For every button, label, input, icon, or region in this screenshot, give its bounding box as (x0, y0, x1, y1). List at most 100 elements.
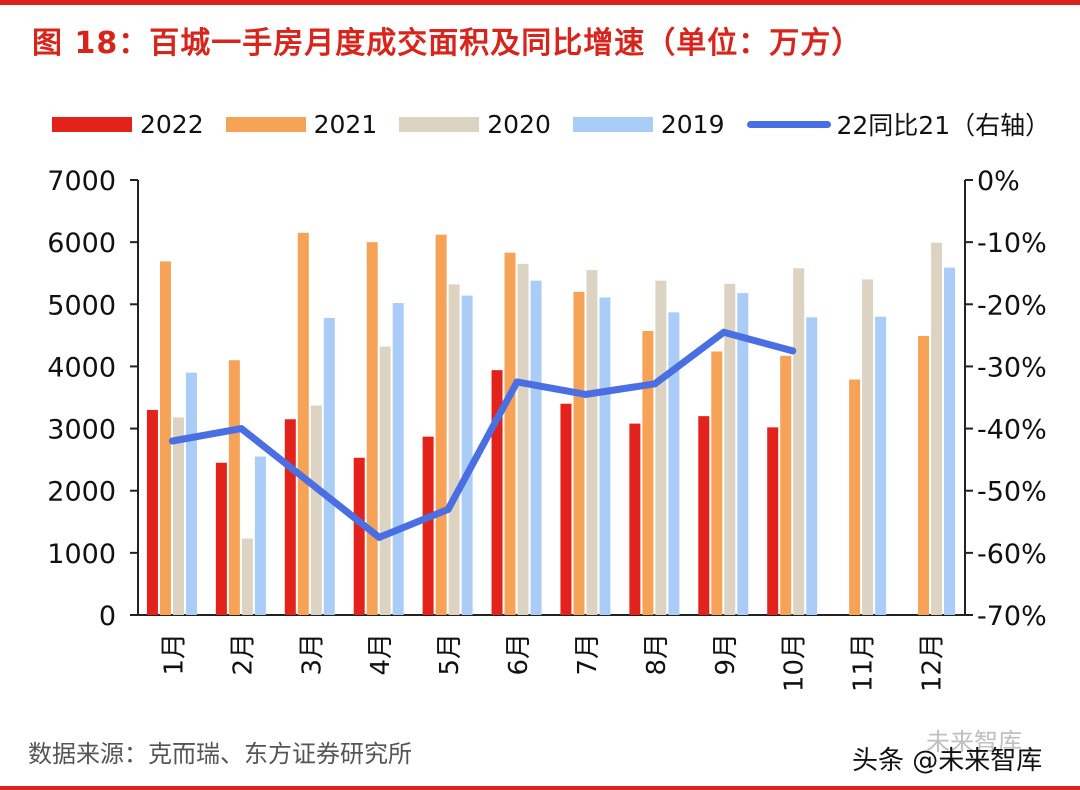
legend-swatch-2022 (52, 116, 132, 132)
bar-2021-9月 (711, 351, 723, 615)
legend-label-2021: 2021 (313, 109, 378, 139)
x-tick-label: 10月 (780, 633, 810, 692)
bar-2021-10月 (780, 355, 792, 615)
bar-2021-8月 (642, 331, 654, 615)
right-tick-label: -40% (977, 415, 1047, 446)
left-tick-label: 2000 (47, 477, 116, 508)
bar-2019-10月 (806, 317, 818, 615)
bar-2020-8月 (655, 280, 667, 615)
legend-item-2020: 2020 (399, 110, 551, 139)
x-tick-label: 11月 (849, 633, 879, 692)
right-tick-label: 0% (977, 166, 1020, 197)
bar-2021-1月 (159, 261, 171, 615)
bar-2020-4月 (379, 346, 391, 615)
watermark-top: 未来智库 (926, 728, 1022, 756)
x-tick-label: 9月 (711, 633, 741, 676)
legend: 2022 2021 2020 2019 22同比21（右轴） (52, 104, 1072, 144)
source-note: 数据来源：克而瑞、东方证券研究所 (28, 740, 412, 768)
bar-2019-6月 (530, 280, 542, 615)
right-tick-label: -60% (977, 539, 1047, 570)
bar-2019-12月 (944, 267, 956, 615)
x-tick-label: 3月 (297, 633, 327, 676)
left-tick-label: 3000 (47, 415, 116, 446)
bar-2021-12月 (918, 335, 930, 615)
yoy-point-10月 (789, 347, 797, 355)
bar-2020-12月 (931, 242, 943, 615)
legend-label-2019: 2019 (660, 109, 725, 139)
bar-2019-9月 (737, 293, 749, 615)
bar-2020-11月 (862, 279, 874, 615)
legend-swatch-2020 (399, 116, 480, 132)
right-tick-label: -70% (977, 601, 1047, 632)
legend-item-2022: 2022 (52, 110, 204, 139)
bar-2021-11月 (849, 379, 861, 615)
right-tick-label: -30% (977, 352, 1047, 383)
legend-item-2019: 2019 (572, 109, 725, 139)
bar-2021-6月 (504, 252, 516, 615)
yoy-point-7月 (582, 390, 590, 398)
bar-2019-5月 (461, 295, 473, 615)
yoy-point-2月 (237, 425, 245, 433)
bar-2022-6月 (491, 370, 503, 615)
legend-label-yoy: 22同比21（右轴） (836, 111, 1051, 140)
chart-title: 图 18：百城一手房月度成交面积及同比增速（单位：万方） (32, 26, 863, 61)
bar-2020-7月 (586, 270, 598, 615)
x-tick-label: 4月 (366, 633, 396, 676)
bar-2022-2月 (215, 462, 227, 615)
legend-label-2020: 2020 (487, 109, 551, 139)
bar-2020-6月 (517, 263, 529, 615)
left-tick-label: 5000 (47, 290, 116, 321)
x-tick-label: 6月 (504, 633, 534, 676)
yoy-point-6月 (513, 378, 521, 386)
x-tick-label: 12月 (918, 633, 948, 692)
bar-2019-8月 (668, 312, 680, 615)
left-tick-label: 0 (99, 601, 116, 632)
legend-swatch-yoy (746, 120, 831, 128)
bar-2020-10月 (793, 268, 805, 615)
legend-item-yoy: 22同比21（右轴） (746, 106, 1051, 142)
left-tick-label: 4000 (47, 352, 116, 383)
bar-2019-1月 (185, 372, 197, 615)
bar-2019-2月 (254, 456, 266, 615)
right-tick-label: -20% (977, 290, 1047, 321)
bar-2019-7月 (599, 297, 611, 615)
yoy-point-8月 (651, 380, 659, 388)
yoy-point-9月 (720, 328, 728, 336)
bar-2022-4月 (353, 457, 365, 615)
bar-2022-9月 (698, 416, 710, 615)
bar-2022-8月 (629, 423, 641, 615)
bar-2019-11月 (875, 316, 887, 615)
bar-2022-5月 (422, 436, 434, 615)
top-rule (0, 0, 1080, 5)
left-tick-label: 6000 (47, 228, 116, 259)
yoy-point-1月 (168, 437, 176, 445)
bar-2022-10月 (767, 427, 779, 615)
bar-2022-1月 (146, 409, 158, 615)
watermark-bottom: 头条 @未来智库 (852, 746, 1043, 776)
yoy-point-5月 (444, 505, 452, 513)
left-tick-label: 7000 (47, 166, 116, 197)
left-tick-label: 1000 (47, 539, 116, 570)
yoy-point-4月 (375, 533, 383, 541)
bar-2019-4月 (392, 303, 404, 615)
bar-2020-1月 (172, 417, 184, 615)
legend-swatch-2019 (572, 116, 653, 132)
x-tick-label: 2月 (228, 633, 258, 676)
bar-2019-3月 (323, 317, 335, 615)
bar-2020-3月 (310, 405, 322, 615)
bar-2021-5月 (435, 234, 447, 615)
bar-2020-5月 (448, 284, 460, 615)
bar-2020-2月 (241, 538, 253, 615)
legend-label-2022: 2022 (140, 109, 204, 139)
legend-item-2021: 2021 (225, 109, 378, 139)
x-tick-label: 5月 (435, 633, 465, 676)
right-tick-label: -50% (977, 477, 1047, 508)
bar-2021-7月 (573, 291, 585, 615)
bar-2021-3月 (297, 232, 309, 616)
bar-2021-4月 (366, 242, 378, 615)
bar-2021-2月 (228, 360, 240, 615)
bar-2022-3月 (284, 419, 296, 615)
bar-2022-7月 (560, 403, 572, 615)
x-tick-label: 8月 (642, 633, 672, 676)
